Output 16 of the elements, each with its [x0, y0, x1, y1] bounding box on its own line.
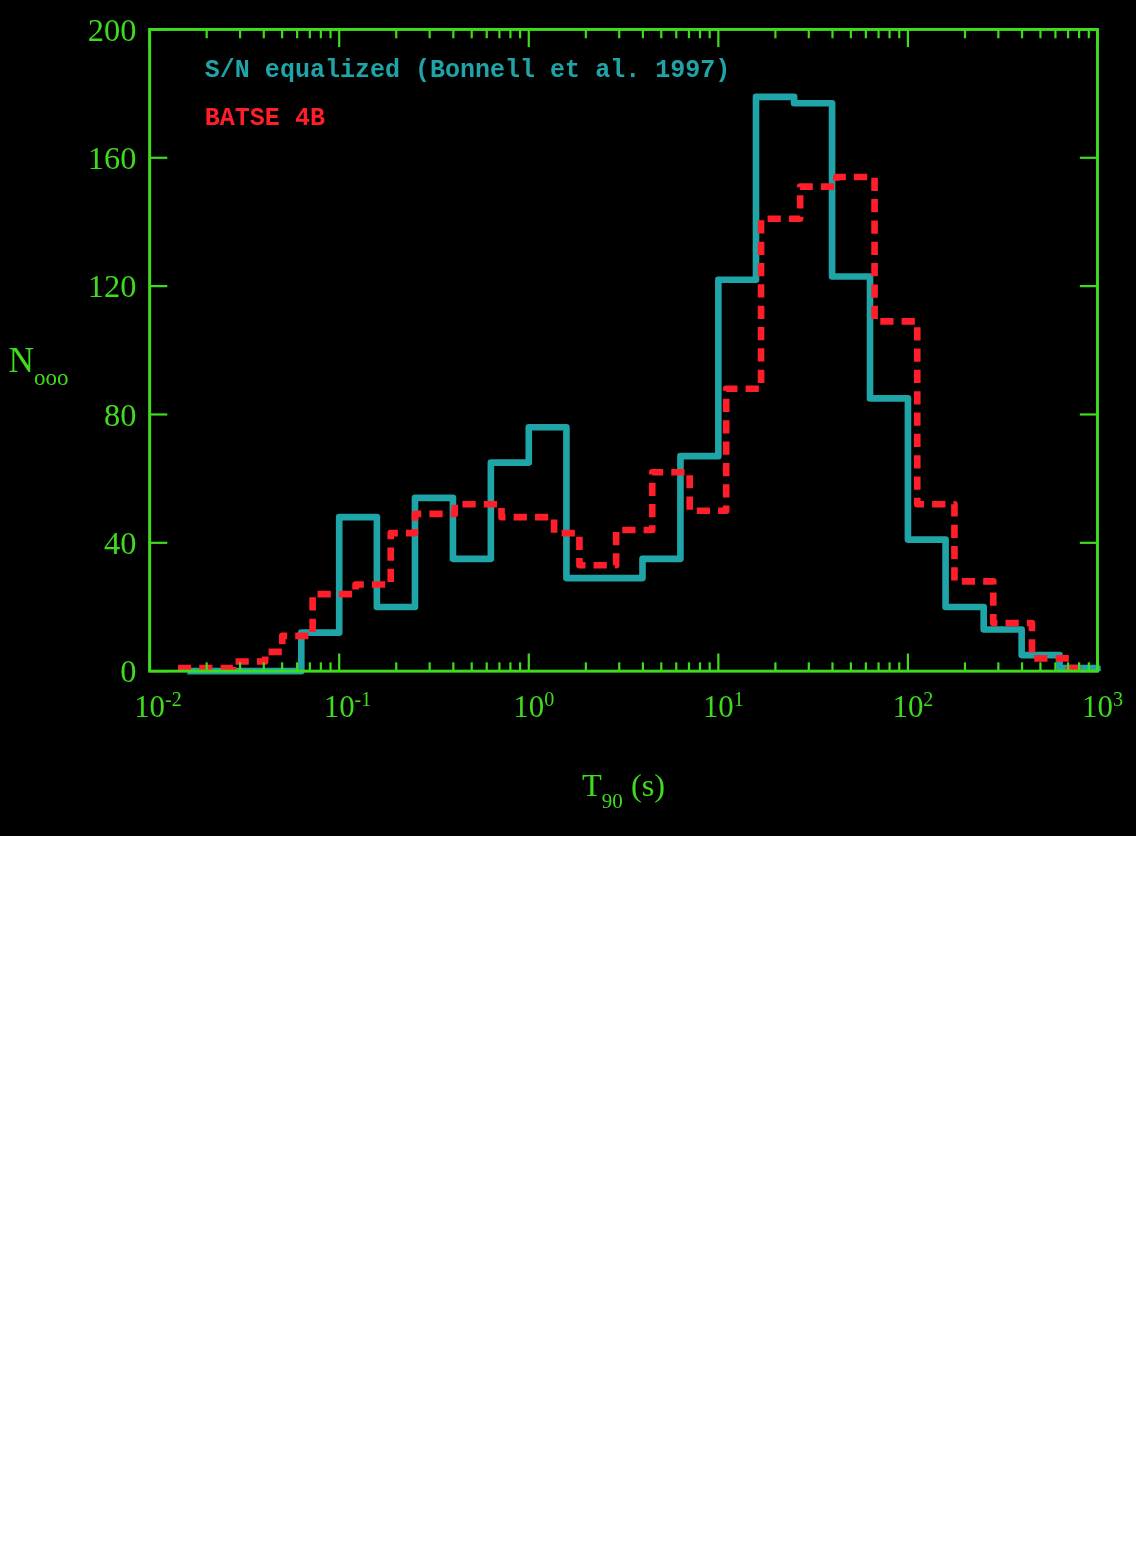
- series-label: S/N equalized (Bonnell et al. 1997): [204, 56, 731, 86]
- y-axis-title: N$_{ooo}$: [8, 341, 69, 390]
- x-tick-label: 10$^{3}$: [1082, 687, 1123, 724]
- x-axis-title: T$_{90}$ (s): [582, 767, 666, 814]
- y-tick-label: 200: [87, 11, 137, 48]
- y-tick-label: 120: [87, 268, 137, 305]
- text: BATSE 4B: [204, 104, 325, 134]
- x-tick-label: 10$^{1}$: [702, 687, 744, 724]
- x-tick-label: 10$^{-1}$: [323, 687, 372, 724]
- x-tick-label: 10$^{-2}$: [134, 687, 182, 724]
- y-tick-label: 40: [104, 525, 137, 562]
- y-tick-label: 160: [87, 140, 137, 177]
- y-tick-label: 80: [104, 396, 137, 433]
- x-tick-label: 10$^{0}$: [513, 687, 555, 724]
- x-tick-label: 10$^{2}$: [892, 687, 934, 724]
- y-tick-label: 0: [120, 653, 137, 690]
